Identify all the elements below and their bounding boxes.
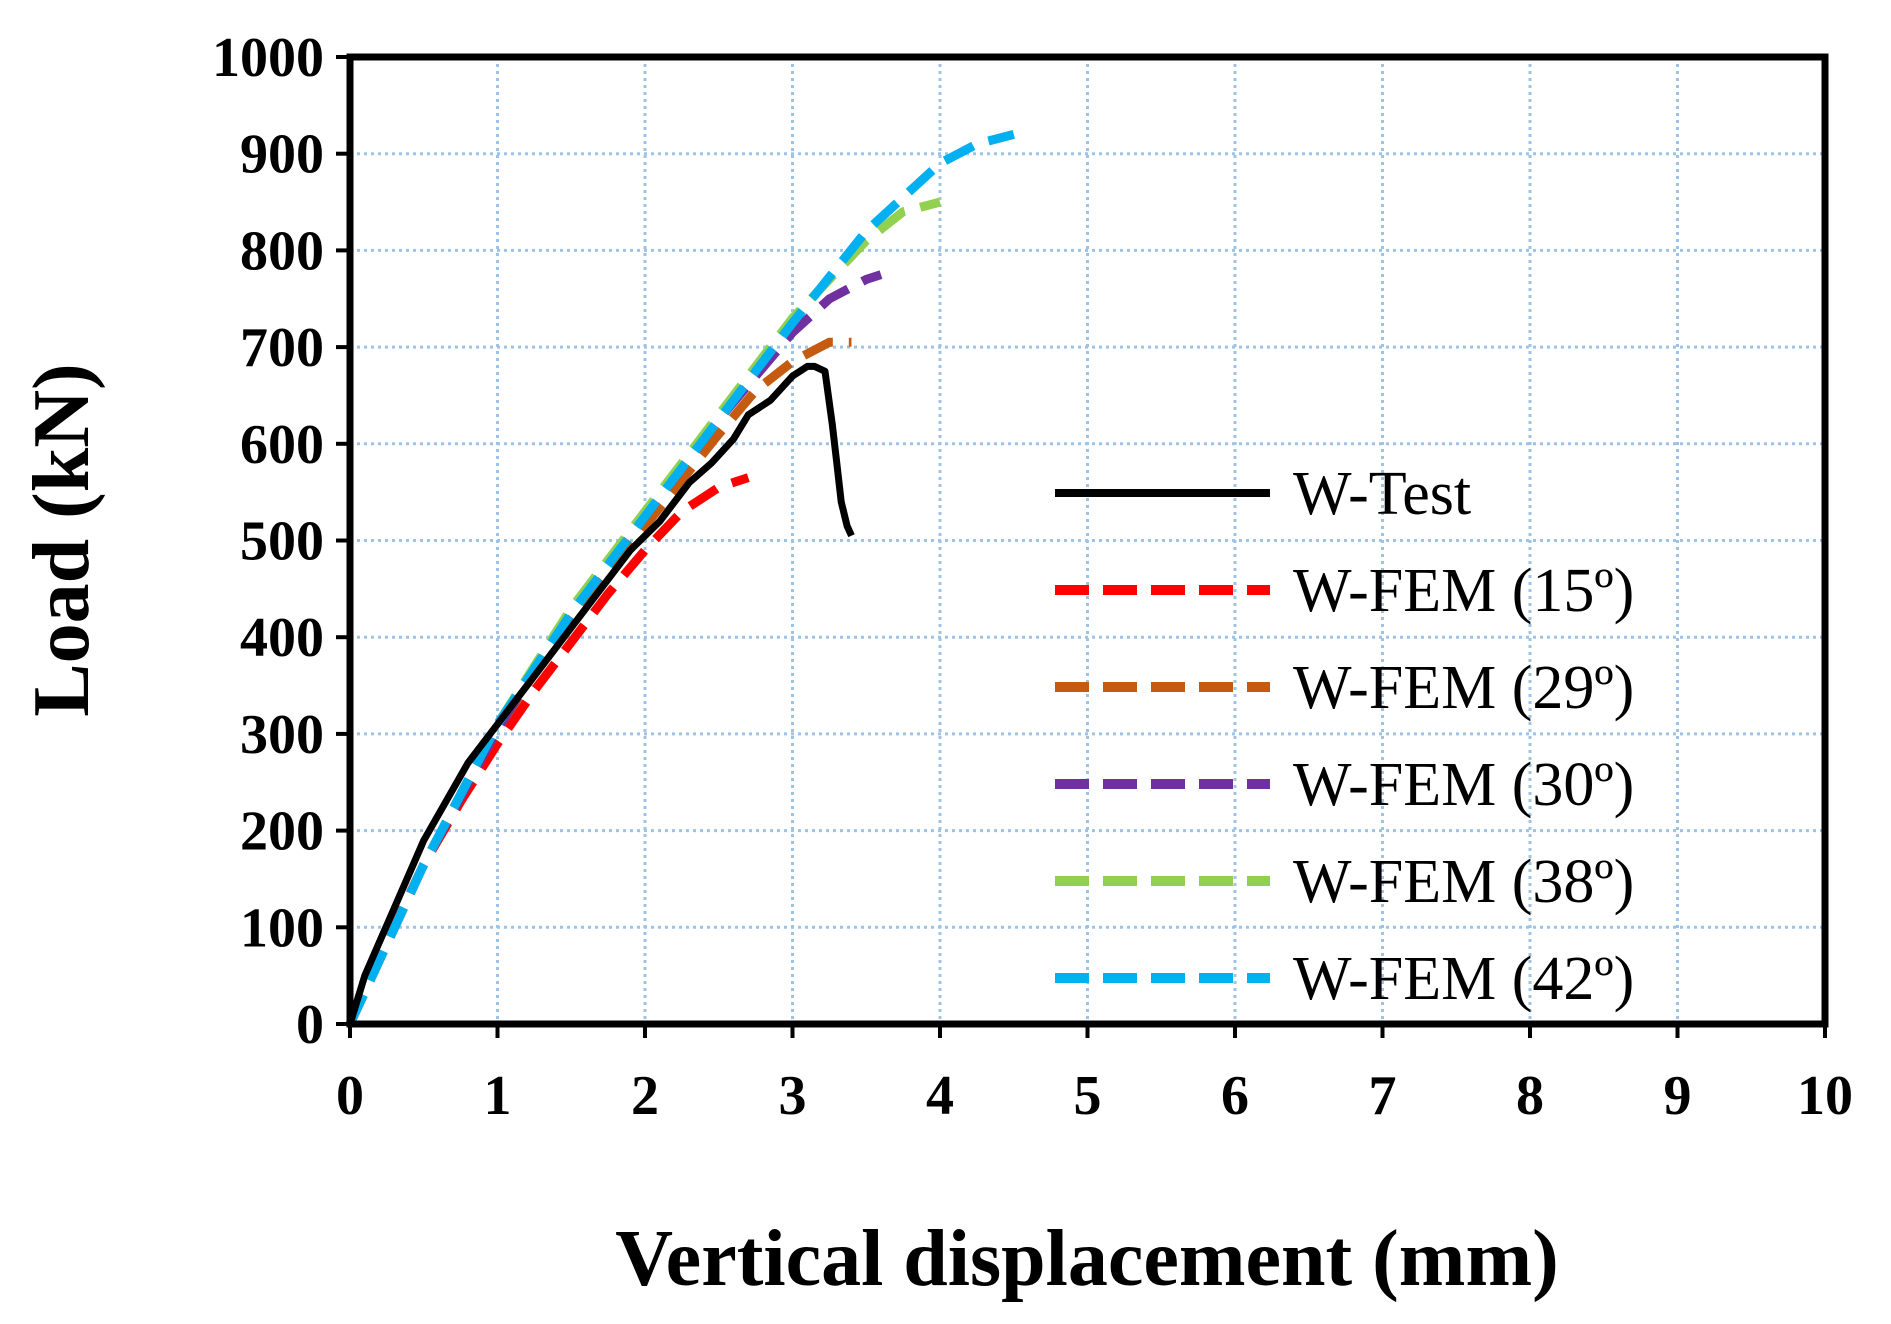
x-tick-label: 9 [1664,1065,1692,1127]
x-tick-label: 10 [1797,1065,1853,1127]
grid [350,57,1825,1024]
x-tick-label: 6 [1221,1065,1249,1127]
y-tick-label: 800 [240,220,324,282]
legend: W-Test W-FEM (15º) W-FEM (29º) W-FEM (30º) W… [1055,460,1634,1013]
series-line-w-fem-29 [345,337,852,1026]
y-tick-label: 400 [240,607,324,669]
legend-label: W-FEM (38º) [1293,848,1634,916]
legend-label: W-Test [1293,460,1471,528]
series-line-w-fem-42 [345,130,1015,1026]
y-axis-label: Load (kN) [18,363,106,716]
x-tick-label: 1 [484,1065,512,1127]
y-tick-label: 0 [296,994,324,1056]
x-tick-label: 5 [1074,1065,1102,1127]
y-tick-label: 200 [240,801,324,863]
series-line-w-fem-15 [345,473,750,1026]
x-tick-label: 0 [336,1065,364,1127]
y-tick-label: 100 [240,897,324,959]
y-tick-label: 500 [240,511,324,573]
legend-label: W-FEM (15º) [1293,557,1634,625]
series-line-w-fem-30 [345,270,883,1026]
y-tick-label: 1000 [212,27,324,89]
y-tick-label: 700 [240,317,324,379]
x-tick-label: 7 [1369,1065,1397,1127]
y-tick-label: 300 [240,704,324,766]
legend-label: W-FEM (30º) [1293,751,1634,819]
x-tick-label: 4 [926,1065,954,1127]
x-tick-label: 3 [779,1065,807,1127]
series-layer [345,130,1015,1026]
series-line-w-test [346,362,855,1026]
legend-label: W-FEM (29º) [1293,654,1634,722]
x-axis-ticks: 0 1 2 3 4 5 6 7 8 9 10 [336,1024,1853,1127]
x-axis-label: Vertical displacement (mm) [615,1215,1558,1303]
y-tick-label: 600 [240,414,324,476]
x-tick-label: 2 [631,1065,659,1127]
legend-label: W-FEM (42º) [1293,945,1634,1013]
x-tick-label: 8 [1516,1065,1544,1127]
y-axis-ticks: 0 100 200 300 400 500 600 700 800 900 1000 [212,27,350,1056]
y-tick-label: 900 [240,124,324,186]
